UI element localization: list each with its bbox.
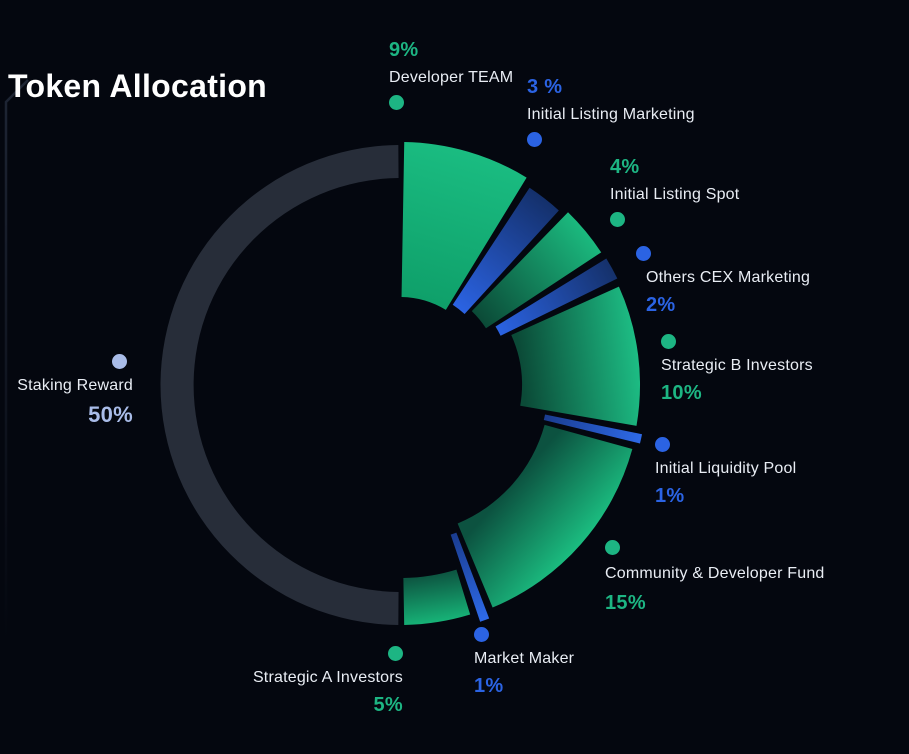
legend-dot <box>661 334 676 349</box>
legend-item-community-developer-fund: Community & Developer Fund 15% <box>605 540 825 614</box>
legend-pct: 2% <box>646 294 676 317</box>
legend-dot <box>474 627 489 642</box>
legend-label: Strategic A Investors <box>252 669 403 686</box>
legend-item-developer-team: 9% Developer TEAM <box>389 39 514 111</box>
legend-item-market-maker: Market Maker 1% <box>474 627 574 697</box>
legend-item-initial-listing-marketing: 3 % Initial Listing Marketing <box>527 76 695 148</box>
legend-label: Strategic B Investors <box>661 357 813 374</box>
donut-segment-market-maker <box>450 532 490 622</box>
legend-label: Initial Liquidity Pool <box>655 460 797 477</box>
legend-pct: 50% <box>88 402 133 428</box>
legend-label: Others CEX Marketing <box>646 269 811 286</box>
legend-item-staking-reward: Staking Reward 50% <box>17 354 133 426</box>
legend-dot <box>610 212 625 228</box>
legend-label: Community & Developer Fund <box>605 565 825 582</box>
decor-left-edge <box>4 79 29 640</box>
donut-segment-developer-team <box>401 142 527 310</box>
donut-segment-initial-liquidity-pool <box>543 414 643 444</box>
legend-item-initial-listing-spot: 4% Initial Listing Spot <box>610 156 740 228</box>
legend-label: Developer TEAM <box>389 69 514 86</box>
legend-pct: 3 % <box>527 76 563 98</box>
legend-dot <box>655 437 670 452</box>
legend-item-others-cex-marketing: Others CEX Marketing 2% <box>636 246 810 316</box>
legend-label: Market Maker <box>474 650 575 667</box>
donut-segment-others-cex-marketing <box>495 258 618 336</box>
legend-pct: 1% <box>655 485 685 508</box>
legend-item-strategic-b-investors: Strategic B Investors 10% <box>661 334 813 404</box>
donut-segment-community-developer-fund <box>457 424 633 608</box>
legend-dot <box>389 95 404 111</box>
legend-dot <box>527 132 542 148</box>
legend-pct: 9% <box>389 39 419 61</box>
legend-pct: 10% <box>661 382 702 405</box>
legend-pct: 15% <box>605 592 646 615</box>
legend-pct: 4% <box>610 156 640 178</box>
donut-segment-initial-listing-marketing <box>452 187 559 314</box>
legend-item-strategic-a-investors: Strategic A Investors 5% <box>253 646 403 716</box>
legend-dot <box>605 540 620 555</box>
legend-dot <box>112 354 127 369</box>
legend-label: Initial Listing Spot <box>610 186 740 203</box>
donut-segment-strategic-a-investors <box>403 569 471 625</box>
legend-pct: 1% <box>474 675 504 698</box>
donut-segment-initial-listing-spot <box>471 212 602 329</box>
legend-label: Initial Listing Marketing <box>527 106 695 123</box>
legend-item-initial-liquidity-pool: Initial Liquidity Pool 1% <box>655 437 796 507</box>
legend-dot <box>388 646 403 661</box>
page-title: Token Allocation <box>8 68 268 104</box>
legend-pct: 5% <box>373 694 403 717</box>
legend-dot <box>636 246 651 261</box>
donut-segment-staking-reward <box>160 145 399 625</box>
donut-segment-strategic-b-investors <box>511 286 641 426</box>
legend-label: Staking Reward <box>17 377 133 394</box>
